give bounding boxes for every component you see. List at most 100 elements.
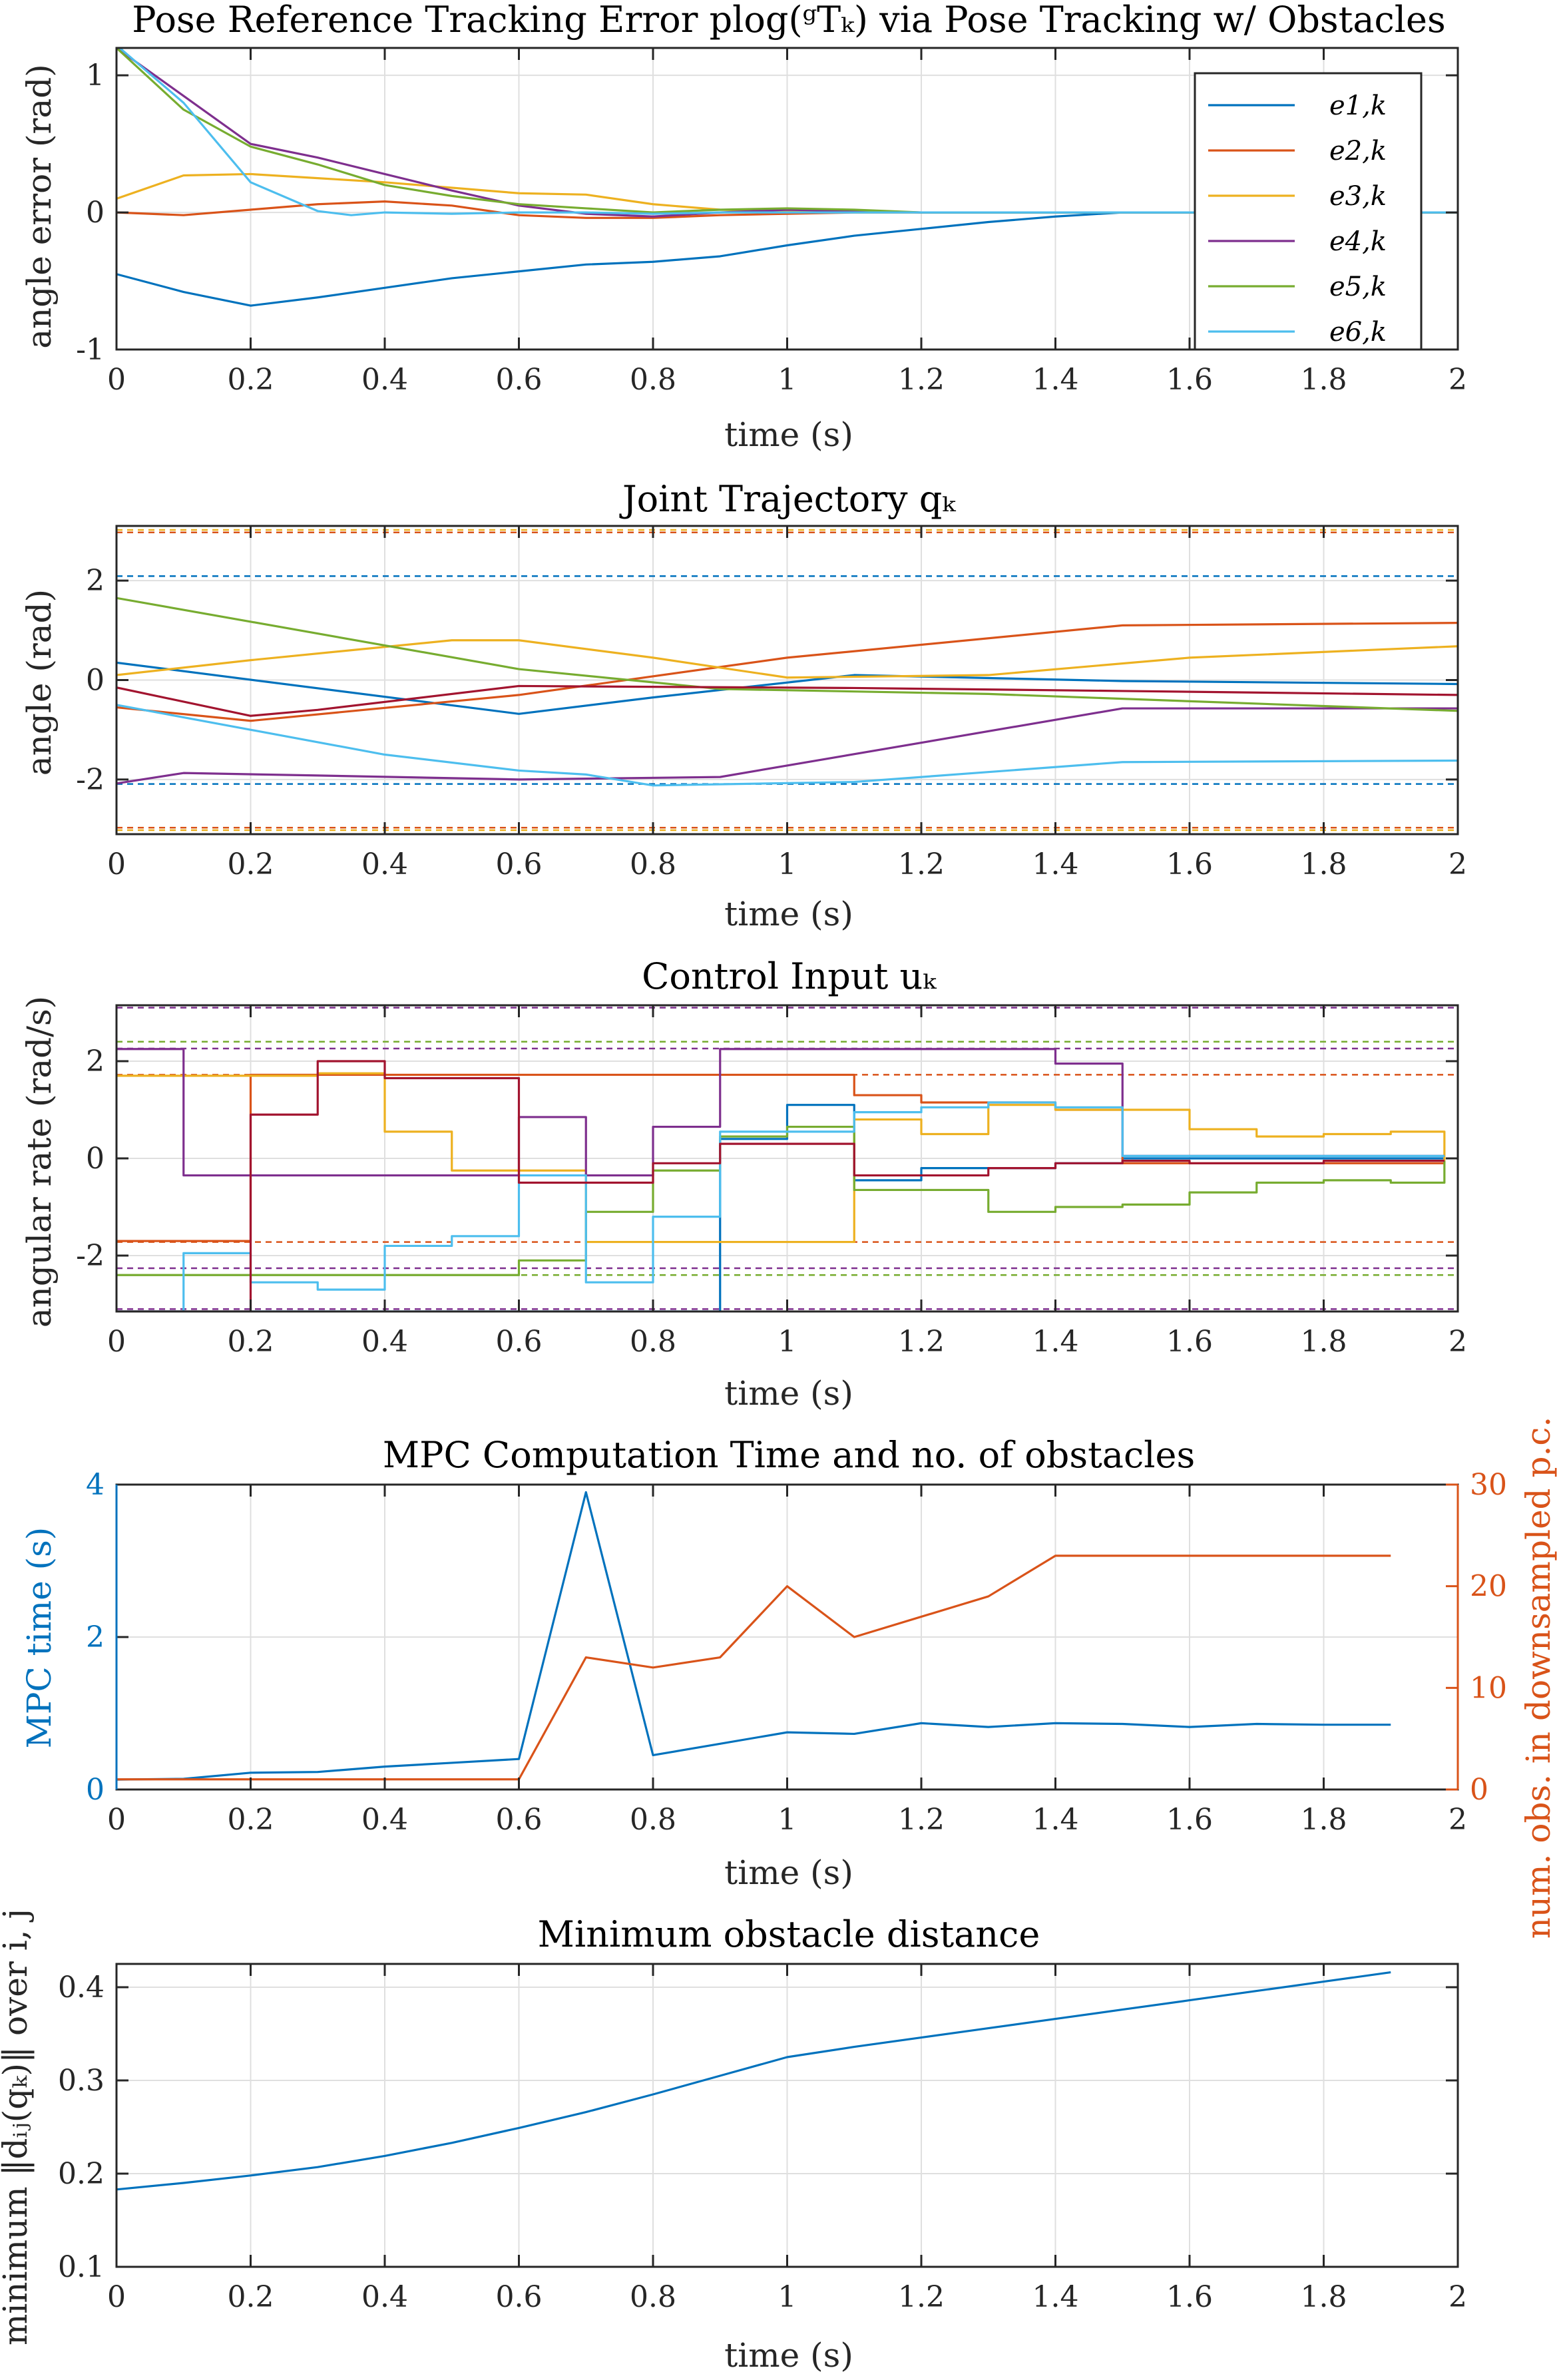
y2-tick-label: 10 <box>1470 1671 1507 1705</box>
x-axis-label: time (s) <box>724 1374 853 1413</box>
y-tick-label: 0.4 <box>58 1971 105 2005</box>
x-tick-label: 0 <box>107 847 126 881</box>
series-line <box>116 1491 1391 1781</box>
x-axis-label: time (s) <box>724 2336 853 2375</box>
x-tick-label: 1.2 <box>898 1325 945 1359</box>
y2-tick-label: 0 <box>1470 1773 1488 1807</box>
x-tick-label: 0.6 <box>496 1803 543 1837</box>
x-tick-label: 0.2 <box>228 363 274 397</box>
x-tick-label: 1 <box>778 1803 797 1837</box>
x-tick-label: 1.2 <box>898 1803 945 1837</box>
x-tick-label: 0.8 <box>630 847 676 881</box>
x-tick-label: 0.4 <box>361 2280 408 2314</box>
y-tick-label: 1 <box>86 59 105 93</box>
x-tick-label: 1.2 <box>898 847 945 881</box>
y-axis-label: angular rate (rad/s) <box>20 996 59 1327</box>
x-tick-label: 2 <box>1449 363 1467 397</box>
x-tick-label: 0.6 <box>496 363 543 397</box>
y-tick-label: 0.1 <box>58 2250 105 2284</box>
x-tick-label: 1.8 <box>1301 1325 1347 1359</box>
x-tick-label: 0 <box>107 363 126 397</box>
y2-tick-label: 20 <box>1470 1570 1507 1604</box>
legend-box <box>1194 72 1423 351</box>
series-layer <box>116 1007 1458 1311</box>
x-tick-label: 2 <box>1449 2280 1467 2314</box>
y-tick-label: 2 <box>86 1620 105 1654</box>
x-tick-label: 0.6 <box>496 2280 543 2314</box>
y-axis-label: minimum ‖dᵢⱼ(qₖ)‖ over i, j <box>0 1909 35 2345</box>
x-tick-label: 1.6 <box>1166 1325 1213 1359</box>
x-tick-label: 1.6 <box>1166 363 1213 397</box>
x-tick-label: 0.6 <box>496 847 543 881</box>
x-axis-label: time (s) <box>724 895 853 933</box>
series-line <box>116 1971 1391 2191</box>
panel-joint-trajectory: Joint Trajectory qₖ time (s) angle (rad)… <box>20 478 1467 933</box>
series-line <box>118 48 1458 216</box>
x-tick-label: 1.8 <box>1301 363 1347 397</box>
y-tick-label: 0.3 <box>58 2064 105 2098</box>
x-tick-label: 1.6 <box>1166 1803 1213 1837</box>
y-tick-label: -2 <box>76 1239 105 1273</box>
plot-area: 0 0.2 0.4 0.6 0.8 1 1.2 1.4 1.6 1.8 2 -2 0 2 <box>76 1004 1467 1359</box>
y-tick-label: 0 <box>86 1773 105 1807</box>
x-axis-label: time (s) <box>724 415 853 454</box>
plot-area: 0 0.2 0.4 0.6 0.8 1 1.2 1.4 1.6 1.8 2 -2 0 2 <box>76 525 1467 881</box>
x-tick-label: 1.4 <box>1032 847 1079 881</box>
series-line <box>116 1060 1445 1311</box>
y-tick-label: 4 <box>86 1468 105 1502</box>
panel-min-distance: Minimum obstacle distance time (s) minim… <box>0 1909 1467 2375</box>
x-tick-label: 1.6 <box>1166 2280 1213 2314</box>
x-tick-label: 0.2 <box>228 847 274 881</box>
panel-title: Control Input uₖ <box>642 955 937 997</box>
y-axis-label: angle (rad) <box>20 589 59 776</box>
x-tick-label: 1.8 <box>1301 847 1347 881</box>
x-tick-label: 1.8 <box>1301 2280 1347 2314</box>
series-line <box>116 684 1458 717</box>
legend-label: e5,k <box>1329 272 1387 302</box>
x-tick-label: 1.6 <box>1166 847 1213 881</box>
x-tick-label: 0.6 <box>496 1325 543 1359</box>
x-tick-label: 1.2 <box>898 363 945 397</box>
panel-title: Minimum obstacle distance <box>538 1913 1040 1955</box>
series-line <box>116 1125 1446 1276</box>
x-tick-label: 0.2 <box>228 1803 274 1837</box>
x-tick-label: 0.8 <box>630 1325 676 1359</box>
x-tick-label: 0.8 <box>630 1803 676 1837</box>
x-tick-label: 1.4 <box>1032 1325 1079 1359</box>
panel-title: Joint Trajectory qₖ <box>619 478 956 520</box>
x-tick-label: 1.4 <box>1032 363 1079 397</box>
series-line <box>116 639 1458 679</box>
legend-entries: e1,k e2,k e3,k e4,k e5,k e6,k <box>1208 91 1387 348</box>
plot-area: 0 0.2 0.4 0.6 0.8 1 1.2 1.4 1.6 1.8 2 0.1 0.2 0.3 0.4 <box>58 1963 1467 2314</box>
series-layer <box>116 1491 1391 1781</box>
y-tick-label: 0 <box>86 664 105 698</box>
x-tick-label: 0.4 <box>361 363 408 397</box>
legend-label: e2,k <box>1329 136 1387 166</box>
series-line <box>116 1104 1445 1311</box>
legend-label: e1,k <box>1329 91 1387 121</box>
x-tick-label: 0.8 <box>630 2280 676 2314</box>
panel-control-input: Control Input uₖ time (s) angular rate (… <box>20 955 1467 1413</box>
y-axis-label: angle error (rad) <box>20 64 59 349</box>
panel-pose-error: Pose Reference Tracking Error plog(ᵍTₖ) … <box>20 0 1467 454</box>
x-axis-label: time (s) <box>724 1853 853 1892</box>
y-tick-label: 0 <box>86 196 105 230</box>
series-layer <box>116 1971 1391 2191</box>
y-tick-label: 2 <box>86 564 105 598</box>
series-line <box>116 707 1458 785</box>
x-tick-label: 0.4 <box>361 1325 408 1359</box>
y-tick-label: 0.2 <box>58 2157 105 2191</box>
x-tick-label: 2 <box>1449 847 1467 881</box>
panel-mpc-time: MPC Computation Time and no. of obstacle… <box>20 1417 1558 1939</box>
series-line <box>116 1073 1445 1242</box>
y-tick-label: -1 <box>76 333 105 367</box>
legend: e1,k e2,k e3,k e4,k e5,k e6,k <box>1194 72 1423 351</box>
series-layer <box>116 48 1458 307</box>
y-axis-label: MPC time (s) <box>20 1527 59 1749</box>
x-tick-label: 2 <box>1449 1325 1467 1359</box>
x-tick-label: 1.4 <box>1032 1803 1079 1837</box>
x-tick-label: 1.4 <box>1032 2280 1079 2314</box>
x-tick-label: 1.8 <box>1301 1803 1347 1837</box>
